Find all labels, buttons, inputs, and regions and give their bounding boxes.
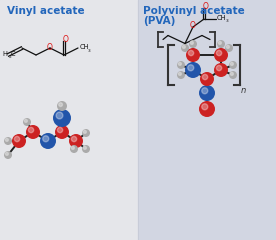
Text: O: O [47,42,53,52]
Text: 3: 3 [88,48,91,53]
Circle shape [202,104,208,110]
Bar [138,0,276,240]
Circle shape [57,101,67,111]
Circle shape [178,62,181,66]
Circle shape [202,74,208,80]
Circle shape [28,127,34,133]
Circle shape [218,41,221,44]
Circle shape [216,65,222,71]
Circle shape [57,127,63,133]
Circle shape [12,134,26,148]
Circle shape [5,152,8,156]
Circle shape [23,118,31,126]
Circle shape [40,133,56,149]
Text: H: H [2,50,7,56]
Circle shape [4,151,12,159]
Circle shape [71,136,77,142]
Circle shape [14,136,20,142]
Text: C: C [11,50,16,56]
Circle shape [177,61,185,69]
Circle shape [5,138,8,141]
Text: 3: 3 [225,19,228,24]
Circle shape [189,40,197,48]
Circle shape [230,72,233,75]
Circle shape [56,112,63,119]
Circle shape [186,48,200,62]
Circle shape [199,85,215,101]
Circle shape [190,41,193,44]
Circle shape [43,136,49,142]
Circle shape [181,44,189,52]
Circle shape [178,72,181,75]
Circle shape [69,134,83,148]
Bar [0,0,138,240]
Circle shape [202,88,208,94]
Text: CH: CH [80,44,89,50]
Circle shape [200,72,214,86]
Text: Polyvinyl acetate: Polyvinyl acetate [143,6,245,16]
Circle shape [217,40,225,48]
Circle shape [55,125,69,139]
Text: O: O [190,22,196,30]
Circle shape [83,130,86,133]
Text: O: O [63,35,69,44]
Circle shape [225,44,233,52]
Text: (PVA): (PVA) [143,16,175,26]
Text: CH: CH [217,15,227,21]
Circle shape [4,137,12,145]
Circle shape [188,65,194,71]
Circle shape [189,50,194,56]
Circle shape [226,45,229,48]
Text: O: O [203,2,209,11]
Text: n: n [241,86,246,95]
Circle shape [177,71,185,79]
Circle shape [53,109,71,127]
Circle shape [70,145,78,153]
Circle shape [82,145,90,153]
Circle shape [216,50,222,56]
Circle shape [182,45,185,48]
Circle shape [71,146,75,149]
Circle shape [82,129,90,137]
Circle shape [199,101,215,117]
Circle shape [229,61,237,69]
Circle shape [229,71,237,79]
Circle shape [24,119,27,122]
Circle shape [214,48,228,62]
Circle shape [83,146,86,149]
Circle shape [185,62,201,78]
Circle shape [59,103,62,107]
Circle shape [214,63,228,77]
Circle shape [230,62,233,66]
Circle shape [26,125,40,139]
Text: n: n [216,48,221,54]
Text: 2: 2 [9,55,11,60]
Text: Vinyl acetate: Vinyl acetate [7,6,85,16]
